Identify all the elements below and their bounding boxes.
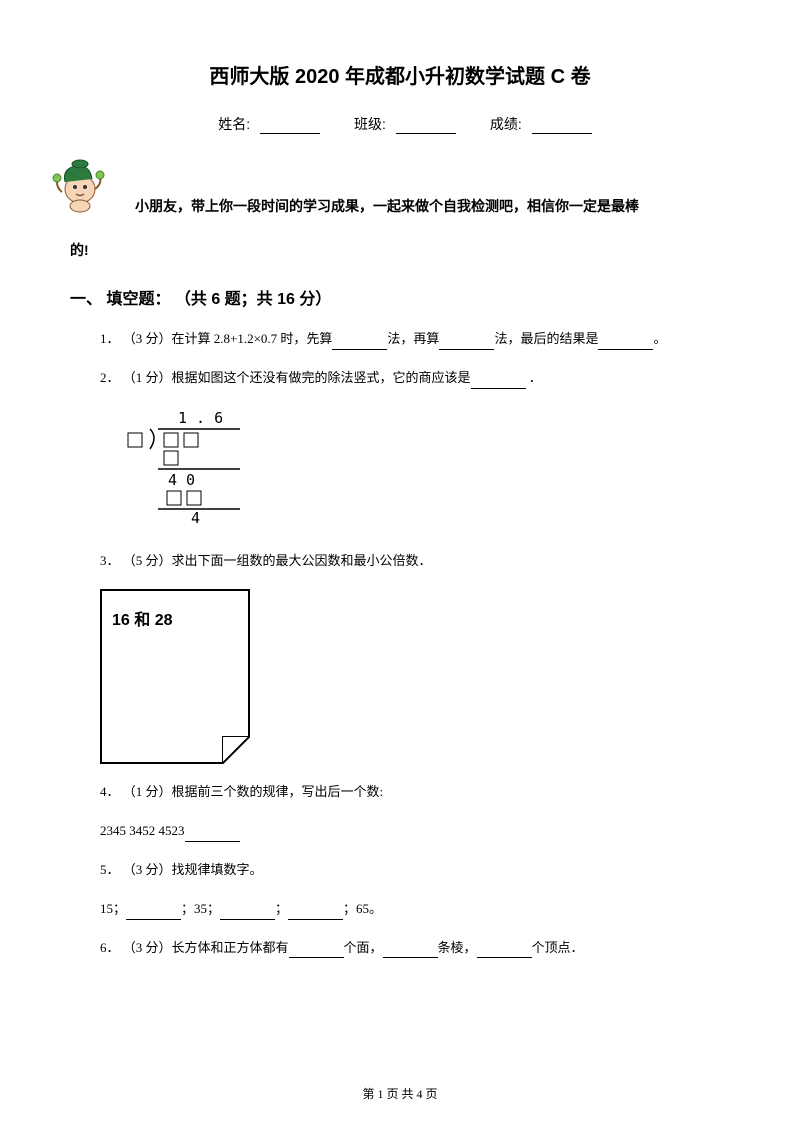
name-blank (260, 133, 320, 134)
q1-blank1 (332, 349, 387, 350)
svg-text:4 0: 4 0 (168, 471, 195, 489)
q5-d: ；65。 (343, 901, 382, 916)
q2-suffix: ． (526, 370, 542, 385)
q6-mid2: 条棱， (438, 940, 477, 955)
question-1: 1． （3 分）在计算 2.8+1.2×0.7 时，先算 法，再算 法，最后的结果是… (100, 329, 730, 350)
division-diagram: 1 . 6 4 0 4 (100, 407, 730, 533)
class-blank (396, 133, 456, 134)
question-5-pattern: 15； ；35； ； ；65。 (100, 899, 730, 920)
q1-prefix: 1． （3 分）在计算 2.8+1.2×0.7 时，先算 (100, 331, 332, 346)
q6-blank3 (477, 957, 532, 958)
q2-blank (471, 388, 526, 389)
student-info-line: 姓名: 班级: 成绩: (70, 114, 730, 134)
question-4: 4． （1 分）根据前三个数的规律，写出后一个数: (100, 782, 730, 803)
division-quotient: 1 . 6 (178, 409, 223, 427)
q1-mid2: 法，最后的结果是 (494, 331, 598, 346)
score-label: 成绩: (490, 116, 522, 132)
section-title-1: 一、 填空题： （共 6 题；共 16 分） (70, 285, 730, 309)
q5-c: ； (275, 901, 288, 916)
q6-blank1 (289, 957, 344, 958)
question-2: 2． （1 分）根据如图这个还没有做完的除法竖式，它的商应该是 ． (100, 368, 730, 389)
question-4-seq: 2345 3452 4523 (100, 821, 730, 842)
q1-mid1: 法，再算 (387, 331, 439, 346)
q5-a: 15； (100, 901, 126, 916)
q6-mid1: 个面， (344, 940, 383, 955)
note-text: 16 和 28 (112, 606, 238, 630)
encouragement-text-2: 的! (70, 240, 730, 260)
class-label: 班级: (354, 116, 386, 132)
q6-blank2 (383, 957, 438, 958)
note-card: 16 和 28 (100, 589, 250, 764)
svg-text:4: 4 (191, 509, 200, 527)
question-3: 3． （5 分）求出下面一组数的最大公因数和最小公倍数． (100, 551, 730, 572)
q6-suffix: 个顶点． (532, 940, 584, 955)
q5-blank1 (126, 919, 181, 920)
q5-blank2 (220, 919, 275, 920)
q1-blank2 (439, 349, 494, 350)
page-title: 西师大版 2020 年成都小升初数学试题 C 卷 (70, 60, 730, 89)
question-6: 6． （3 分）长方体和正方体都有 个面， 条棱， 个顶点． (100, 938, 730, 959)
mascot-icon (50, 154, 105, 214)
encouragement-text: 小朋友，带上你一段时间的学习成果，一起来做个自我检测吧，相信你一定是最棒 (135, 154, 639, 220)
q5-b: ；35； (181, 901, 220, 916)
q1-blank3 (598, 349, 653, 350)
score-blank (532, 133, 592, 134)
page-footer: 第 1 页 共 4 页 (0, 1085, 800, 1102)
q2-text: 2． （1 分）根据如图这个还没有做完的除法竖式，它的商应该是 (100, 370, 471, 385)
q4-sequence: 2345 3452 4523 (100, 821, 185, 842)
q1-suffix: 。 (653, 331, 666, 346)
name-label: 姓名: (218, 116, 250, 132)
question-5: 5． （3 分）找规律填数字。 (100, 860, 730, 881)
q4-blank (185, 841, 240, 842)
q6-prefix: 6． （3 分）长方体和正方体都有 (100, 940, 289, 955)
q5-blank3 (288, 919, 343, 920)
